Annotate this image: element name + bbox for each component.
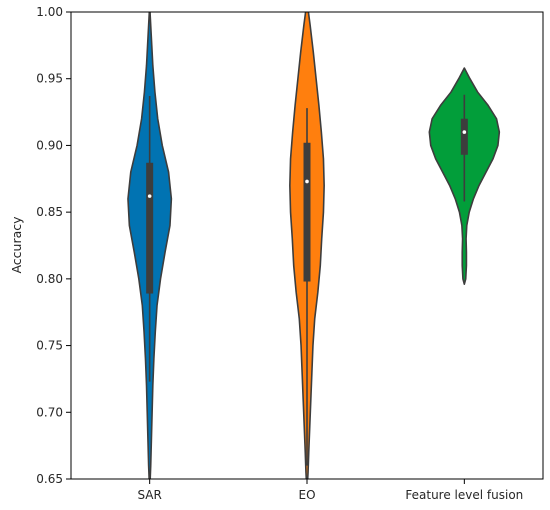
y-tick-label: 0.70 xyxy=(36,405,63,419)
violins xyxy=(127,12,501,479)
y-axis: 0.65 0.70 0.75 0.80 0.85 0.90 0.95 1.00 xyxy=(36,5,71,486)
y-tick-label: 0.65 xyxy=(36,472,63,486)
y-tick-label: 0.90 xyxy=(36,138,63,152)
x-tick-label: Feature level fusion xyxy=(405,488,523,502)
violin-median-point xyxy=(462,130,467,134)
violin-iqr-box xyxy=(146,162,154,294)
violin-iqr-box xyxy=(303,142,311,282)
y-tick-label: 0.75 xyxy=(36,339,63,353)
violin-iqr-box xyxy=(460,118,468,155)
y-tick-label: 1.00 xyxy=(36,5,63,19)
x-axis: SAR EO Feature level fusion xyxy=(137,479,523,502)
x-tick-label: EO xyxy=(298,488,315,502)
violin-median-point xyxy=(305,179,309,184)
y-tick-label: 0.80 xyxy=(36,272,63,286)
x-tick-label: SAR xyxy=(137,488,161,502)
y-tick-label: 0.85 xyxy=(36,205,63,219)
y-axis-label: Accuracy xyxy=(9,216,24,274)
violin-sar xyxy=(127,12,173,479)
violin-eo xyxy=(289,12,325,479)
violin-median-point xyxy=(147,194,152,198)
violin-feature-level-fusion xyxy=(428,67,501,285)
y-tick-label: 0.95 xyxy=(36,72,63,86)
